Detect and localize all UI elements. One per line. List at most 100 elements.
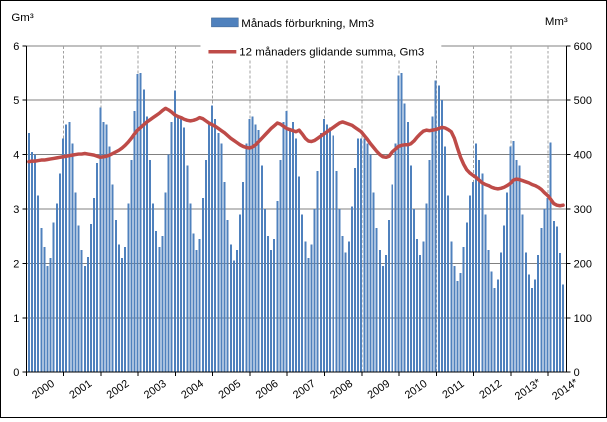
bar: [397, 75, 400, 373]
bar: [105, 124, 108, 373]
bar: [341, 236, 344, 373]
bar: [506, 192, 509, 373]
bar: [437, 85, 440, 373]
year-label: 2004: [179, 378, 206, 402]
bar: [155, 230, 158, 373]
bar: [251, 116, 254, 373]
bar: [149, 160, 152, 373]
legend-background: [200, 2, 442, 60]
year-label: 2002: [105, 378, 132, 402]
bar: [310, 244, 313, 373]
bar: [503, 225, 506, 373]
bar: [350, 206, 353, 373]
bar: [347, 241, 350, 373]
bar: [139, 72, 142, 373]
bar: [167, 154, 170, 373]
bar: [360, 138, 363, 373]
bar: [276, 200, 279, 373]
bar: [102, 121, 105, 373]
bar: [158, 247, 161, 373]
bar: [546, 198, 549, 373]
bar: [27, 132, 30, 373]
bar: [245, 143, 248, 373]
bar: [99, 107, 102, 373]
bar: [413, 209, 415, 373]
bar: [263, 209, 266, 373]
bar: [431, 116, 434, 373]
bar: [208, 121, 211, 373]
bar: [372, 192, 375, 373]
bar: [282, 121, 285, 373]
bar: [543, 209, 546, 373]
bar: [487, 249, 490, 373]
bar: [86, 256, 89, 373]
bar: [478, 160, 481, 373]
bar: [124, 247, 127, 373]
bar: [62, 138, 65, 373]
legend: Månads förburkning, Mm3 12 månaders glid…: [200, 2, 442, 60]
bar: [357, 138, 360, 373]
right-axis-unit: Mm³: [545, 16, 568, 28]
bar: [329, 127, 332, 373]
bar: [192, 233, 195, 373]
bar: [279, 160, 282, 373]
bar: [453, 266, 456, 373]
rolling-sum-line: [27, 106, 565, 208]
right-tick-label: 200: [574, 258, 592, 270]
year-label: 2011: [440, 378, 466, 401]
bar: [353, 168, 356, 373]
bar: [493, 287, 496, 373]
bar: [416, 238, 419, 373]
bar: [322, 119, 325, 373]
bar: [444, 146, 447, 373]
bar: [130, 160, 133, 373]
rolling-sum-path: [27, 106, 565, 208]
bar: [326, 124, 329, 373]
bar: [273, 238, 276, 373]
bar: [447, 195, 450, 373]
bar: [173, 90, 176, 373]
bar: [456, 280, 459, 373]
bar: [459, 273, 462, 373]
bar: [531, 287, 534, 373]
bar: [58, 173, 61, 373]
bar: [512, 140, 515, 373]
left-tick-label: 1: [13, 313, 19, 325]
bar: [189, 203, 192, 373]
bar: [65, 124, 68, 373]
bar: [121, 257, 124, 373]
bar: [71, 143, 74, 373]
bar: [475, 143, 478, 373]
bar: [74, 192, 77, 373]
bar: [201, 198, 204, 373]
bar: [170, 121, 173, 373]
bar: [425, 203, 428, 373]
bar: [214, 119, 217, 373]
year-label: 2000: [30, 378, 57, 402]
bar: [89, 224, 92, 373]
bar: [499, 252, 502, 373]
bar: [422, 241, 425, 373]
bar: [83, 266, 86, 373]
bar: [239, 214, 242, 373]
bar: [419, 255, 422, 373]
bar: [385, 255, 388, 373]
x-axis-year-labels: 2000 2001 2002 2003 2004 2005 2006 2007 2008 2009…: [30, 376, 581, 403]
bar: [338, 209, 341, 373]
bar: [472, 181, 475, 373]
bar: [220, 143, 223, 373]
bar: [484, 214, 487, 373]
year-label: 2005: [216, 378, 243, 402]
bar: [496, 279, 499, 373]
bar: [80, 249, 83, 373]
year-label: 2010: [403, 378, 430, 402]
bar: [117, 244, 120, 373]
bar: [301, 214, 304, 373]
bar: [114, 219, 117, 373]
bar: [562, 284, 565, 373]
bar: [77, 225, 80, 373]
bar: [391, 184, 394, 373]
bar: [406, 121, 409, 373]
bar: [515, 160, 518, 373]
bar: [468, 195, 471, 373]
